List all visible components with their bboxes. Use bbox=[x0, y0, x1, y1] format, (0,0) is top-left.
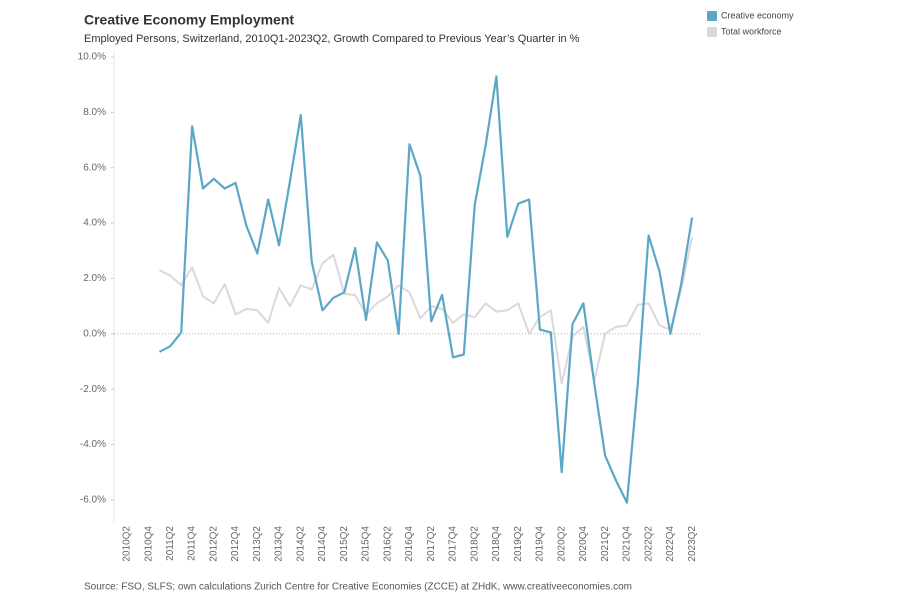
x-tick-label: 2013Q2 bbox=[252, 526, 263, 562]
x-tick-label: 2018Q2 bbox=[469, 526, 480, 562]
x-tick-label: 2014Q2 bbox=[295, 526, 306, 562]
y-tick-label: -2.0% bbox=[80, 384, 106, 395]
y-tick-label: 2.0% bbox=[83, 273, 106, 284]
y-tick-label: 6.0% bbox=[83, 162, 106, 173]
y-tick-label: 0.0% bbox=[83, 328, 106, 339]
x-tick-label: 2016Q4 bbox=[404, 526, 415, 562]
x-tick-label: 2015Q4 bbox=[361, 526, 372, 562]
x-tick-label: 2012Q2 bbox=[208, 526, 219, 562]
x-tick-label: 2021Q4 bbox=[622, 526, 633, 562]
legend-swatch bbox=[707, 11, 717, 21]
x-tick-label: 2011Q4 bbox=[187, 526, 198, 561]
y-tick-label: 8.0% bbox=[83, 107, 106, 118]
legend-swatch bbox=[707, 27, 717, 37]
x-tick-label: 2012Q4 bbox=[230, 526, 241, 562]
y-tick-label: -4.0% bbox=[80, 439, 106, 450]
x-tick-label: 2014Q4 bbox=[317, 526, 328, 562]
x-tick-label: 2010Q2 bbox=[122, 526, 133, 562]
series-line bbox=[159, 236, 694, 385]
y-tick-label: -6.0% bbox=[80, 494, 106, 505]
y-tick-label: 10.0% bbox=[78, 52, 106, 63]
x-tick-label: 2020Q4 bbox=[578, 526, 589, 562]
source-note: Source: FSO, SLFS; own calculations Zuri… bbox=[84, 582, 632, 593]
x-tick-label: 2017Q2 bbox=[426, 526, 437, 562]
y-tick-label: 4.0% bbox=[83, 218, 106, 229]
x-tick-label: 2013Q4 bbox=[274, 526, 285, 562]
x-tick-label: 2011Q2 bbox=[165, 526, 176, 561]
series-line bbox=[158, 75, 694, 504]
x-tick-label: 2015Q2 bbox=[339, 526, 350, 562]
x-tick-label: 2016Q2 bbox=[382, 526, 393, 562]
x-tick-label: 2023Q2 bbox=[687, 526, 698, 562]
x-tick-label: 2019Q2 bbox=[513, 526, 524, 562]
legend-label: Total workforce bbox=[721, 26, 782, 36]
x-tick-label: 2017Q4 bbox=[448, 526, 459, 562]
x-tick-label: 2022Q2 bbox=[643, 526, 654, 562]
chart-title: Creative Economy Employment bbox=[84, 12, 294, 28]
chart-subtitle: Employed Persons, Switzerland, 2010Q1-20… bbox=[84, 33, 580, 45]
x-tick-label: 2021Q2 bbox=[600, 526, 611, 562]
legend-label: Creative economy bbox=[721, 10, 794, 20]
x-tick-label: 2022Q4 bbox=[665, 526, 676, 562]
x-tick-label: 2018Q4 bbox=[491, 526, 502, 562]
x-tick-label: 2010Q4 bbox=[143, 526, 154, 562]
x-tick-label: 2020Q2 bbox=[556, 526, 567, 562]
x-tick-label: 2019Q4 bbox=[535, 526, 546, 562]
